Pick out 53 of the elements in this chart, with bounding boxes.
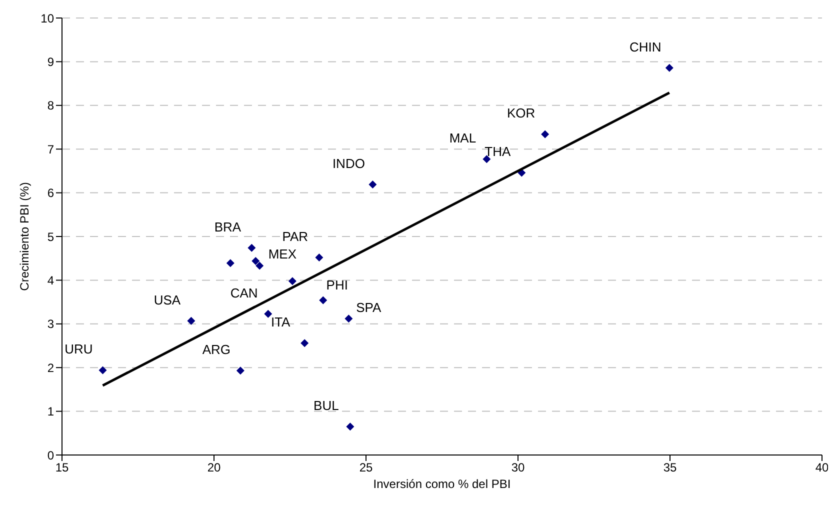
- point: [226, 259, 234, 268]
- point: [315, 253, 324, 262]
- annotation: ITA: [270, 314, 291, 330]
- annotation: USA: [154, 292, 181, 308]
- annotation: KOR: [506, 106, 536, 121]
- point: [264, 310, 272, 318]
- y-axis-title: Crecimiento PBI (%): [17, 182, 32, 291]
- annotation: SPA: [356, 300, 382, 316]
- annotation: PAR: [282, 228, 308, 244]
- annotation: BUL: [314, 398, 339, 414]
- point: [300, 339, 309, 348]
- point: [98, 366, 107, 374]
- y-tick-label: 0: [47, 448, 54, 462]
- point: [252, 256, 260, 265]
- point: [541, 130, 550, 138]
- point: [665, 64, 674, 72]
- annotation: INDO: [332, 156, 365, 171]
- annotation: BRA: [214, 219, 242, 234]
- point: [187, 316, 196, 325]
- x-tick-label: 25: [359, 460, 373, 475]
- x-axis-title: Inversión como % del PBI: [373, 477, 511, 491]
- point: [346, 422, 354, 431]
- x-tick-label: 15: [55, 460, 69, 475]
- y-tick-label: 7: [47, 142, 54, 156]
- annotation: MEX: [268, 246, 297, 262]
- x-tick-label: 30: [511, 460, 525, 475]
- annotation: CHIN: [630, 39, 662, 54]
- x-tick-label: 35: [663, 460, 677, 475]
- y-tick-label: 10: [40, 11, 54, 26]
- point: [288, 277, 296, 286]
- y-tick-label: 5: [47, 230, 54, 244]
- point: [482, 155, 491, 164]
- x-tick-label: 40: [815, 460, 829, 475]
- annotation: THA: [484, 144, 511, 160]
- point: [368, 180, 377, 188]
- annotation: ARG: [202, 342, 231, 358]
- y-tick-label: 6: [47, 186, 54, 200]
- y-tick-label: 4: [47, 273, 54, 288]
- x-tick-label: 20: [207, 460, 221, 475]
- y-tick-label: 8: [47, 98, 54, 113]
- annotation: PHI: [326, 278, 348, 293]
- point: [248, 244, 256, 252]
- annotation: MAL: [449, 130, 476, 146]
- point: [344, 314, 353, 323]
- annotation: CAN: [230, 285, 258, 300]
- y-tick-label: 9: [47, 54, 54, 69]
- y-tick-label: 3: [47, 317, 54, 332]
- point: [256, 262, 264, 270]
- y-tick-label: 1: [47, 404, 54, 419]
- y-tick-label: 2: [47, 360, 54, 375]
- annotation: URU: [64, 342, 93, 357]
- point: [319, 296, 328, 304]
- point: [236, 366, 244, 375]
